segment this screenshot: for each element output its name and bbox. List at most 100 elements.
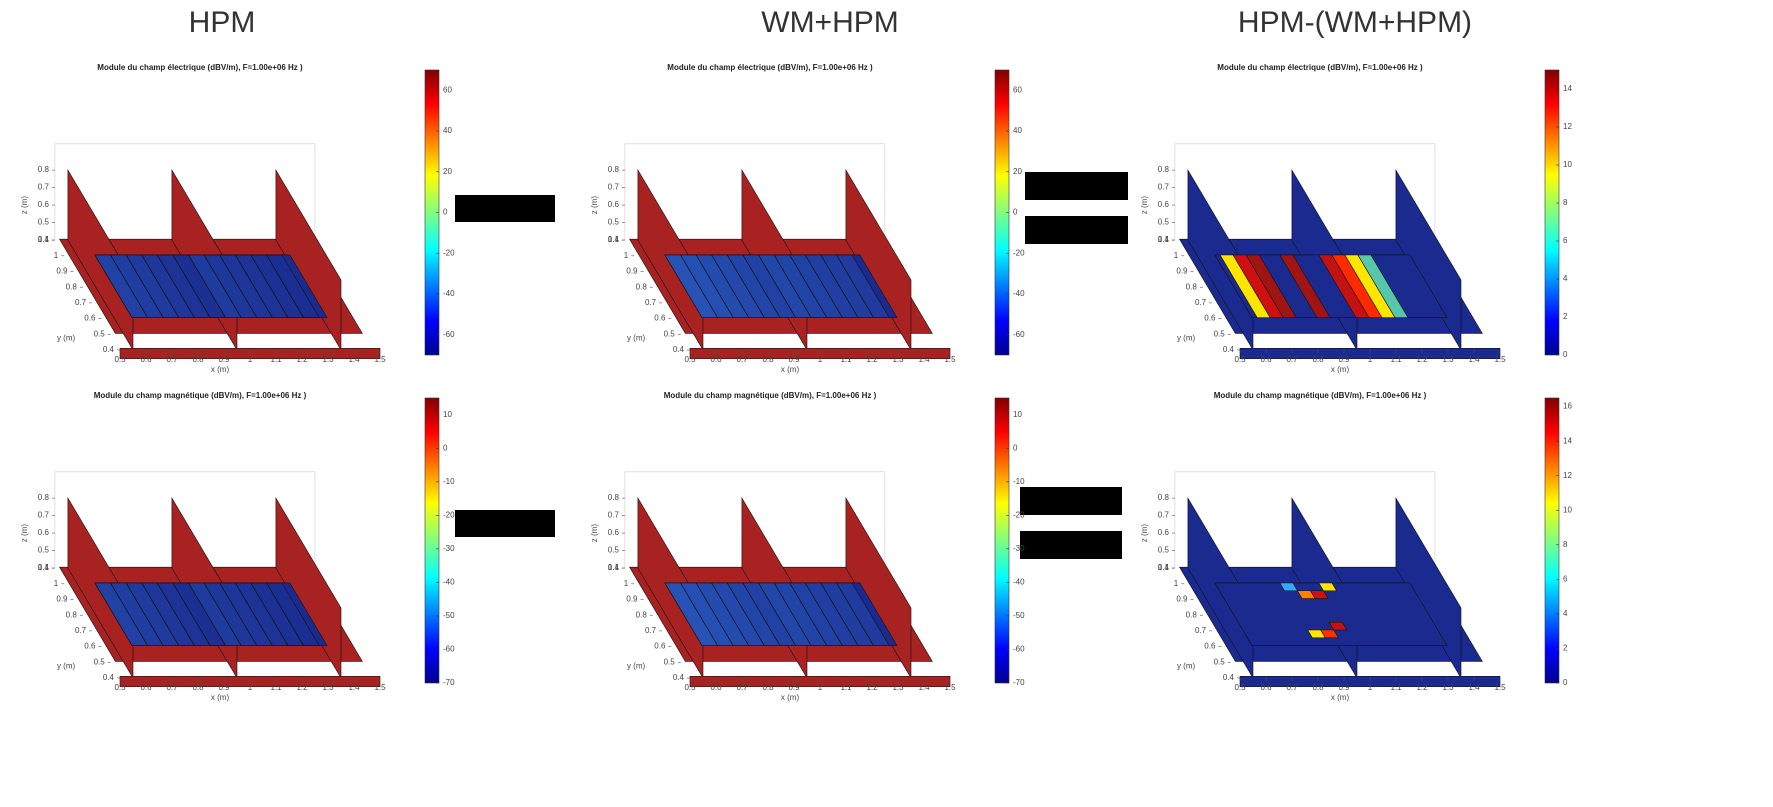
y-tick-label: 0.8	[66, 282, 78, 291]
colorbar-tick-label: 10	[1013, 410, 1022, 419]
colorbar	[424, 397, 440, 684]
x-tick-label: 0.6	[1260, 355, 1272, 364]
y-tick-label: 0.5	[94, 657, 106, 666]
x-tick-label: 1.1	[840, 355, 852, 364]
y-tick-label: 0.7	[645, 298, 657, 307]
x-tick-label: 1	[1368, 355, 1373, 364]
x-tick-label: 1.2	[866, 355, 878, 364]
field-shade	[265, 254, 320, 319]
colorbar-tick-label: 0	[443, 443, 448, 452]
x-tick-label: 1.2	[866, 683, 878, 692]
colorbar-tick-label: 10	[443, 410, 452, 419]
x-tick-label: 1	[818, 683, 823, 692]
z-tick-label: 0.5	[1158, 546, 1170, 555]
colorbar-tick-label: 10	[1563, 160, 1572, 169]
z-tick-label: 0.8	[1158, 493, 1170, 502]
y-tick-label: 0.9	[626, 595, 638, 604]
colorbar-tick-label: 12	[1563, 471, 1572, 480]
colorbar-tick-label: 8	[1563, 540, 1568, 549]
x-tick-label: 1	[248, 355, 253, 364]
colorbar	[994, 397, 1010, 684]
x-tick-label: 0.5	[684, 683, 696, 692]
colorbar-tick-label: 20	[443, 167, 452, 176]
x-tick-label: 1.5	[1494, 683, 1506, 692]
colorbar-tick-label: -40	[443, 578, 455, 587]
colorbar-tick-label: 10	[1563, 505, 1572, 514]
x-tick-label: 1.4	[348, 355, 360, 364]
y-tick-label: 1.1	[1158, 563, 1170, 572]
y-tick-label: 1	[1174, 251, 1179, 260]
colorbar-tick-label: 14	[1563, 84, 1572, 93]
colorbar-tick-label: 16	[1563, 402, 1572, 411]
panel: Module du champ magnétique (dBV/m), F=1.…	[1140, 391, 1572, 702]
colorbar-tick-label: 6	[1563, 236, 1568, 245]
colorbar-tick-label: -20	[1013, 510, 1025, 519]
z-tick-label: 0.4	[38, 235, 50, 244]
field-shade	[265, 582, 320, 647]
field-shade	[172, 582, 227, 647]
z-tick-label: 0.6	[38, 200, 50, 209]
z-tick-label: 0.7	[608, 183, 620, 192]
z-tick-label: 0.6	[1158, 200, 1170, 209]
colorbar	[1544, 397, 1560, 684]
x-tick-label: 1.3	[322, 683, 334, 692]
field-shade	[835, 582, 890, 647]
y-tick-label: 0.8	[636, 610, 648, 619]
colorbar-tick-label: -40	[443, 289, 455, 298]
y-tick-label: 0.9	[1176, 595, 1188, 604]
x-tick-label: 0.6	[140, 683, 152, 692]
colorbar-tick-label: 60	[1013, 85, 1022, 94]
colorbar-tick-label: 60	[443, 85, 452, 94]
x-tick-label: 1	[818, 355, 823, 364]
field-cell	[1279, 582, 1299, 592]
colorbar-tick-label: 4	[1563, 609, 1568, 618]
x-tick-label: 1.2	[1416, 683, 1428, 692]
z-tick-label: 0.6	[38, 528, 50, 537]
x-tick-label: 0.8	[762, 355, 774, 364]
x-tick-label: 1.4	[1468, 683, 1480, 692]
x-tick-label: 0.9	[788, 683, 800, 692]
z-tick-label: 0.5	[38, 218, 50, 227]
colorbar-tick-label: -40	[1013, 289, 1025, 298]
y-tick-label: 0.9	[1176, 267, 1188, 276]
colorbar-tick-label: -20	[1013, 248, 1025, 257]
colorbar-tick-label: -10	[443, 477, 455, 486]
panel-title: Module du champ électrique (dBV/m), F=1.…	[1217, 63, 1423, 72]
z-tick-label: 0.8	[608, 493, 620, 502]
colorbar-tick-label: -60	[1013, 645, 1025, 654]
z-axis-label: z (m)	[590, 524, 599, 543]
colorbar-tick-label: 40	[1013, 126, 1022, 135]
y-tick-label: 1.1	[608, 235, 620, 244]
y-tick-label: 0.8	[1186, 282, 1198, 291]
colorbar-tick-label: 0	[443, 208, 448, 217]
x-tick-label: 1.3	[892, 683, 904, 692]
colorbar-tick-label: 20	[1013, 167, 1022, 176]
field-shade	[742, 582, 797, 647]
colorbar-tick-label: 8	[1563, 198, 1568, 207]
field-shade	[835, 254, 890, 319]
y-tick-label: 1	[1174, 579, 1179, 588]
field-cell	[1318, 582, 1338, 592]
y-tick-label: 1	[624, 579, 629, 588]
x-tick-label: 1.1	[840, 683, 852, 692]
panel: Module du champ électrique (dBV/m), F=1.…	[590, 63, 1025, 374]
z-tick-label: 0.7	[38, 511, 50, 520]
y-tick-label: 0.5	[664, 329, 676, 338]
z-tick-label: 0.6	[1158, 528, 1170, 537]
column-title: HPM	[189, 6, 256, 39]
equals-sign	[1020, 487, 1122, 515]
x-tick-label: 0.7	[1286, 355, 1298, 364]
x-tick-label: 0.5	[1234, 683, 1246, 692]
x-tick-label: 0.9	[1338, 355, 1350, 364]
y-tick-label: 1	[624, 251, 629, 260]
x-tick-label: 0.5	[114, 683, 126, 692]
x-tick-label: 0.9	[1338, 683, 1350, 692]
colorbar-tick-label: 2	[1563, 644, 1568, 653]
z-tick-label: 0.4	[38, 563, 50, 572]
colorbar-tick-label: -70	[443, 678, 455, 687]
z-axis-label: z (m)	[20, 524, 29, 543]
x-tick-label: 0.5	[114, 355, 126, 364]
x-tick-label: 1.5	[944, 355, 956, 364]
z-tick-label: 0.4	[608, 563, 620, 572]
